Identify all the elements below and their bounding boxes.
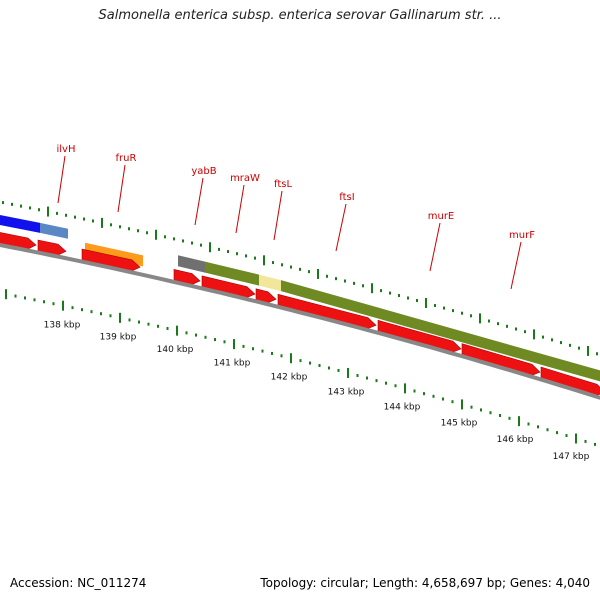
gene-label-yabB: yabB [191,166,216,177]
outer-tick-track [2,201,598,356]
gene-label-ilvH: ilvH [57,144,76,155]
feature-olive-2 [281,280,600,382]
inner-tick-track [5,289,596,446]
gene-leader-line [510,241,522,290]
scale-label: 145 kbp [441,419,478,429]
cds-arrow-5 [201,275,256,298]
scale-label: 147 kbp [553,452,590,462]
cds-arrow-8 [377,319,462,353]
cds-arrow-6 [255,288,277,304]
gene-label-murE: murE [428,211,455,222]
genome-stats-text: Topology: circular; Length: 4,658,697 bp… [260,576,590,590]
map-title: Salmonella enterica subsp. enterica sero… [98,8,502,23]
feature-olive-1 [205,261,259,286]
gene-leader-line [273,190,283,241]
gene-leader-line [335,203,347,252]
scale-labels: 138 kbp 139 kbp 140 kbp 141 kbp 142 kbp 143 k… [44,320,590,461]
feature-gray [178,255,205,273]
feature-steel [40,222,68,239]
gene-leader-line [235,184,245,234]
feature-yellow [259,274,281,292]
scale-label: 146 kbp [497,435,534,445]
cds-arrow-10 [540,366,600,396]
gene-label-mraW: mraW [230,173,260,184]
gene-leader-line [57,155,66,204]
scale-label: 142 kbp [271,373,308,383]
accession-text: Accession: NC_011274 [10,576,147,590]
cds-arrow-7 [277,293,377,329]
feature-blue [0,214,40,233]
cds-track [0,232,600,396]
gene-leader-line [194,177,204,226]
gene-leader-line [117,164,126,213]
scale-label: 141 kbp [214,359,251,369]
backbone [0,242,600,400]
scale-label: 143 kbp [328,387,365,397]
cds-arrow-2 [37,239,67,256]
scale-label: 138 kbp [44,320,81,330]
gene-label-ftsI: ftsI [339,192,354,203]
scale-label: 144 kbp [384,403,421,413]
gene-label-murF: murF [509,230,535,241]
cds-arrow-3 [81,248,141,272]
gene-label-ftsL: ftsL [274,179,292,190]
gene-labels: ilvH fruR yabB mraW ftsL ftsI murE murF [57,144,535,290]
gene-label-fruR: fruR [116,153,137,164]
gene-leader-line [429,222,441,272]
cds-arrow-4 [173,269,201,285]
scale-label: 140 kbp [157,345,194,355]
scale-label: 139 kbp [100,332,137,342]
backbone-line [0,242,600,400]
cds-arrow-9 [461,343,541,376]
